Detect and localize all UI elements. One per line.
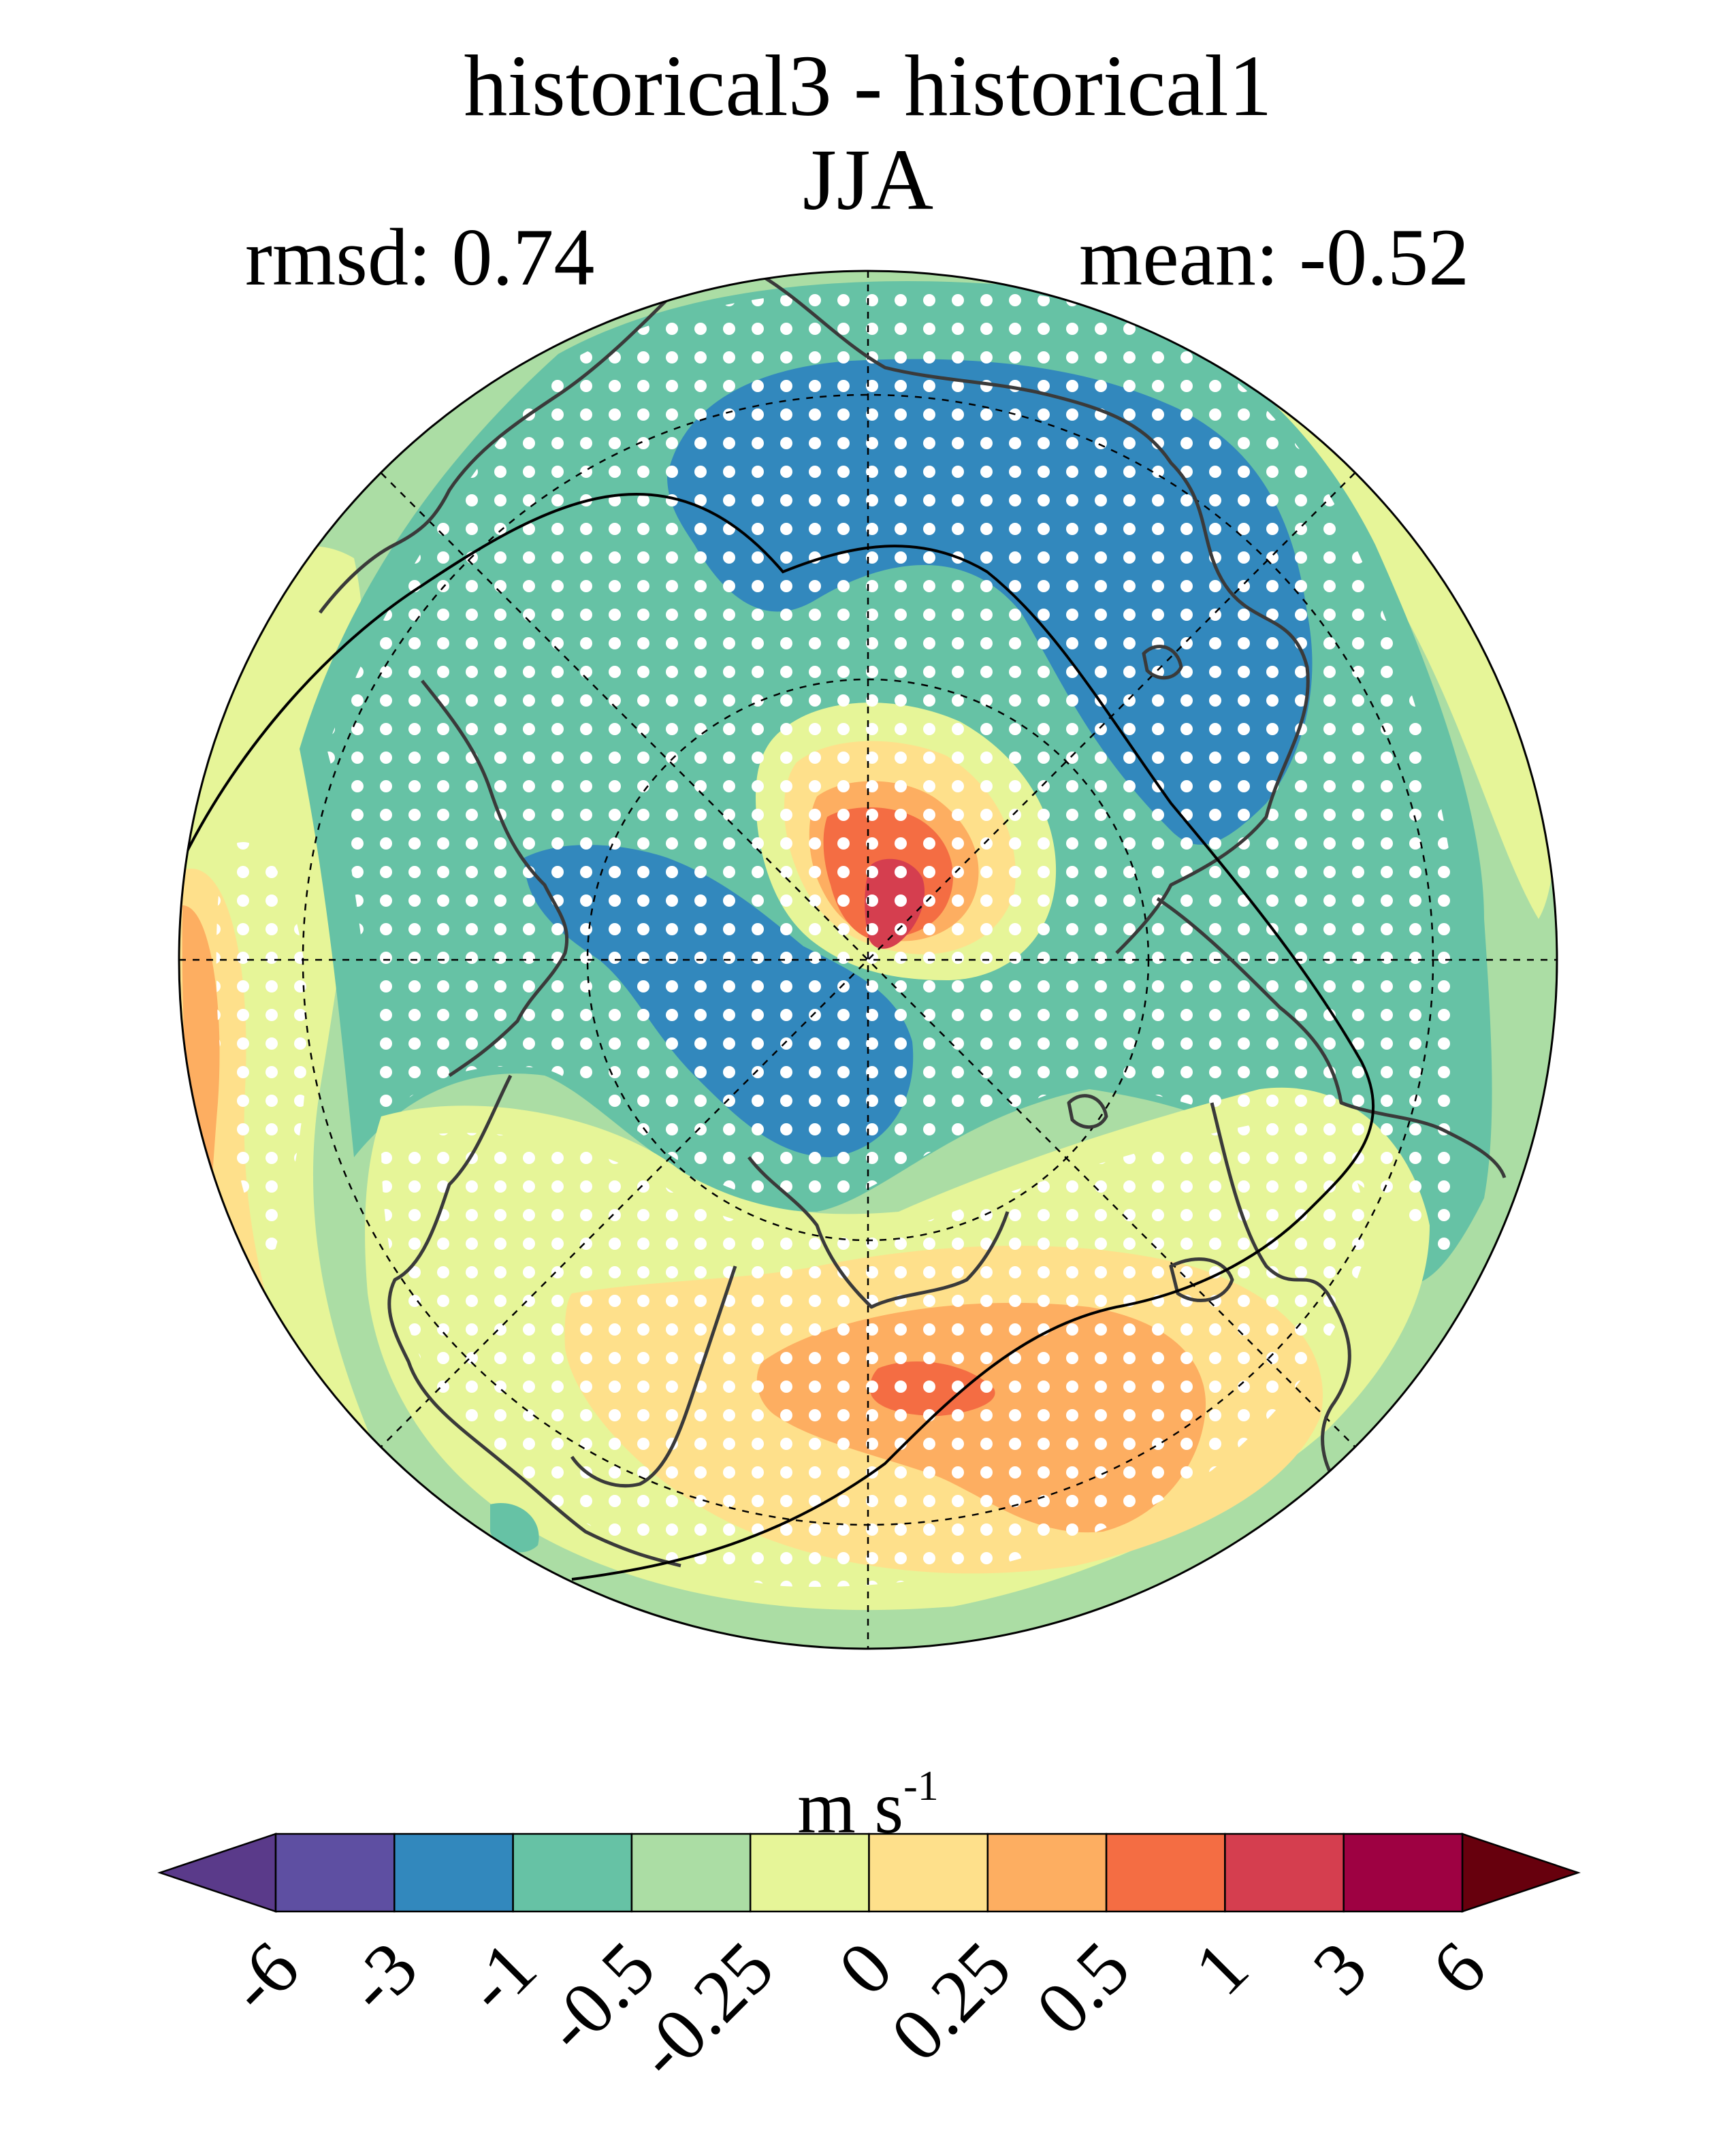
colorbar-tick-label: 1 bbox=[1178, 1926, 1264, 2011]
colorbar-under-triangle bbox=[157, 1833, 277, 1913]
map-disk bbox=[179, 271, 1557, 1649]
colorbar-tick-label: -0.25 bbox=[620, 1926, 789, 2095]
colorbar-segment bbox=[393, 1833, 514, 1913]
coast-alaska bbox=[319, 298, 669, 614]
colorbar-segment bbox=[868, 1833, 989, 1913]
coast-europe bbox=[1210, 1102, 1351, 1499]
colorbar-segment bbox=[986, 1833, 1108, 1913]
colorbar-segment bbox=[630, 1833, 752, 1913]
units-base: m s bbox=[797, 1766, 904, 1849]
mean-label: mean: -0.52 bbox=[1079, 212, 1470, 302]
solid-contour bbox=[182, 493, 1375, 1581]
units-exponent: -1 bbox=[903, 1763, 939, 1810]
colorbar-segment bbox=[749, 1833, 870, 1913]
season-label: JJA bbox=[802, 131, 934, 228]
coast-novaya-zemlya bbox=[1142, 645, 1183, 680]
rmsd-label: rmsd: 0.74 bbox=[245, 212, 595, 302]
stipple-west bbox=[216, 841, 308, 1259]
coast-greenland bbox=[748, 1156, 1010, 1309]
colorbar-over-triangle bbox=[1461, 1833, 1581, 1913]
colorbar-segment bbox=[274, 1833, 396, 1913]
coast-hudson bbox=[570, 1265, 737, 1488]
coast-northamerica bbox=[387, 1074, 681, 1568]
field-w-orange bbox=[182, 905, 220, 1214]
colorbar-tick-label: -6 bbox=[212, 1926, 315, 2029]
meridian-135 bbox=[381, 472, 1355, 1447]
colorbar-tick-label: 0.25 bbox=[875, 1926, 1026, 2077]
coast-iceland bbox=[1169, 1257, 1234, 1302]
field-sw-teal bbox=[490, 1503, 539, 1553]
coast-siberia bbox=[754, 271, 1310, 954]
stipple-north bbox=[327, 288, 1466, 1267]
colorbar-tick-label: -3 bbox=[330, 1926, 433, 2029]
coast-scandinavia bbox=[1156, 897, 1507, 1178]
coastlines bbox=[319, 271, 1507, 1568]
colorbar-segment bbox=[1224, 1833, 1345, 1913]
colorbar-tick-label: 0.5 bbox=[1020, 1926, 1145, 2050]
coast-svalbard bbox=[1067, 1094, 1108, 1129]
colorbar-units: m s-1 bbox=[0, 1765, 1736, 1845]
map-boundary bbox=[178, 270, 1558, 1650]
colorbar-tick-label: 3 bbox=[1298, 1926, 1383, 2011]
map-title: historical3 - historical1 bbox=[464, 37, 1272, 134]
colorbar-tick-label: 6 bbox=[1416, 1926, 1501, 2011]
coast-archipelago bbox=[421, 679, 569, 1078]
colorbar-segment bbox=[512, 1833, 633, 1913]
colorbar-segment bbox=[1343, 1833, 1464, 1913]
colorbar-segment bbox=[1105, 1833, 1226, 1913]
colorbar: -6 -3 -1-0.5-0.25 00.250.5 1 3 6 bbox=[157, 1833, 1581, 2095]
